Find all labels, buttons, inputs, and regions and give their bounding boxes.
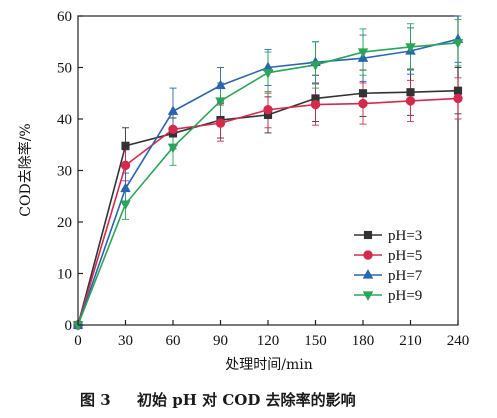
y-tick-label: 20 [57,215,72,231]
data-point-ph-5 [453,93,463,104]
y-tick-label: 0 [65,318,73,334]
data-point-ph-5 [358,98,368,109]
data-point-ph-5 [168,124,178,135]
x-tick-label: 210 [399,333,422,349]
y-tick-label: 60 [57,9,72,25]
data-point-ph-9 [215,97,226,107]
legend: pH=3 pH=5 pH=7 pH=9 [354,228,423,304]
x-tick-label: 30 [118,333,133,349]
x-tick-label: 150 [304,333,327,349]
legend-marker [363,250,373,260]
legend-label: pH=5 [388,248,422,264]
legend-item-ph-7: pH=7 [354,268,423,284]
y-tick-label: 50 [57,61,72,77]
data-point-ph-9 [120,200,131,210]
legend-label: pH=9 [388,288,422,304]
legend-marker [363,230,373,240]
data-point-ph-5 [405,96,416,106]
data-point-ph-7 [120,182,131,193]
data-point-ph-9 [452,39,464,49]
legend-marker [362,291,374,301]
series-markers [72,33,464,331]
data-point-ph-9 [262,69,274,79]
data-point-ph-3 [121,141,130,150]
legend-label: pH=7 [388,268,423,284]
x-axis-title: 处理时间/min [225,357,313,373]
x-tick-label: 90 [213,333,228,349]
data-point-ph-5 [263,105,273,115]
data-point-ph-7 [215,79,226,90]
x-tick-label: 240 [447,333,470,349]
legend-item-ph-5: pH=5 [354,248,422,264]
y-tick-label: 30 [57,164,72,180]
figure-caption-text: 初始 pH 对 COD 去除率的影响 [137,391,356,409]
y-axis-title: COD去除率/% [17,123,34,216]
axis-ticks [77,15,459,326]
data-point-ph-9 [357,48,369,58]
legend-item-ph-3: pH=3 [354,228,422,244]
data-point-ph-5 [310,99,321,110]
x-tick-label: 0 [74,333,82,349]
x-tick-label: 60 [166,333,181,349]
legend-marker [362,269,374,279]
legend-label: pH=3 [388,228,422,244]
figure-caption-label: 图 3 [80,391,111,409]
legend-item-ph-9: pH=9 [354,288,422,304]
data-point-ph-3 [453,86,463,95]
tick-labels: 0 30 60 90 120 150 180 210 240 0 10 20 30 40 50 60 [57,9,469,349]
x-tick-label: 180 [352,333,375,349]
data-point-ph-9 [167,143,179,154]
data-point-ph-5 [120,160,131,171]
data-point-ph-5 [215,118,226,128]
data-point-ph-9 [310,61,321,71]
y-tick-label: 40 [57,112,72,128]
y-tick-label: 10 [57,267,72,283]
data-point-ph-3 [406,88,415,97]
data-point-ph-9 [405,43,416,53]
x-tick-label: 120 [257,333,280,349]
data-point-ph-7 [167,105,179,115]
data-point-ph-3 [358,89,368,98]
